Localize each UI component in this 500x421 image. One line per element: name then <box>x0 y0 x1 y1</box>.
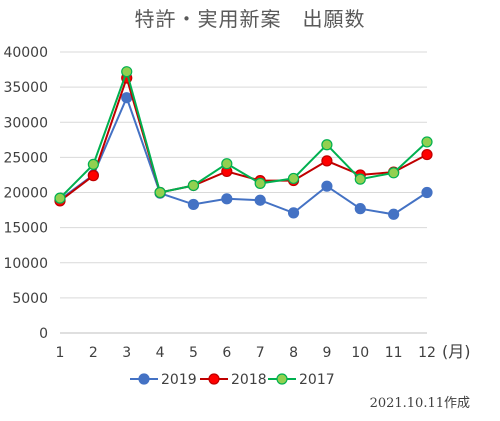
legend: 2019 2018 2017 <box>130 372 335 388</box>
series-line <box>59 74 428 202</box>
data-point <box>421 136 433 148</box>
x-tick-label: 3 <box>122 345 131 361</box>
data-point <box>421 148 433 161</box>
series <box>54 66 433 220</box>
legend-item-2018: 2018 <box>200 372 267 388</box>
series-2017 <box>54 66 433 204</box>
x-tick-label: 7 <box>256 345 265 361</box>
y-tick-label: 25000 <box>3 150 48 166</box>
data-point <box>321 139 333 151</box>
data-point <box>54 192 66 204</box>
series-line <box>59 94 428 216</box>
y-ticks: 0 5000 10000 15000 20000 25000 30000 35000 40000 <box>3 45 48 342</box>
x-tick-label: 2 <box>89 345 98 361</box>
x-axis-unit: (月) <box>442 342 471 361</box>
y-tick-label: 20000 <box>3 186 48 202</box>
creation-date-note: 2021.10.11作成 <box>370 396 470 411</box>
legend-label: 2017 <box>299 372 335 388</box>
legend-marker <box>138 373 150 385</box>
data-point <box>187 198 200 211</box>
data-point <box>87 170 99 182</box>
legend-marker <box>276 373 288 385</box>
data-point <box>121 66 133 78</box>
data-point <box>354 203 366 215</box>
y-tick-label: 5000 <box>12 291 48 307</box>
legend-item-2019: 2019 <box>130 372 197 388</box>
chart-title: 特許・実用新案 出願数 <box>135 7 366 31</box>
x-tick-label: 9 <box>322 345 331 361</box>
y-tick-label: 15000 <box>3 221 48 237</box>
data-point <box>388 208 400 220</box>
x-tick-label: 6 <box>222 345 231 361</box>
x-tick-label: 10 <box>351 345 369 361</box>
x-ticks: 1 2 3 4 5 6 7 8 9 10 11 12 <box>56 345 436 361</box>
data-point <box>287 207 300 219</box>
data-point <box>421 186 433 199</box>
x-tick-label: 4 <box>156 345 165 361</box>
y-tick-label: 40000 <box>3 45 48 61</box>
x-tick-label: 5 <box>189 345 198 361</box>
data-point <box>254 177 266 189</box>
legend-marker <box>208 373 220 385</box>
legend-label: 2019 <box>161 372 197 388</box>
y-tick-label: 0 <box>39 326 48 342</box>
grid <box>60 51 427 334</box>
legend-item-2017: 2017 <box>268 372 335 388</box>
y-tick-label: 10000 <box>3 256 48 272</box>
x-tick-label: 8 <box>289 345 298 361</box>
data-point <box>221 193 233 205</box>
series-2018 <box>54 72 433 207</box>
data-point <box>388 167 400 179</box>
data-point <box>87 158 99 170</box>
data-point <box>121 92 133 104</box>
y-tick-label: 35000 <box>3 80 48 96</box>
data-point <box>354 173 366 185</box>
data-point <box>254 194 266 206</box>
data-point <box>287 172 300 185</box>
x-tick-label: 1 <box>56 345 65 361</box>
x-tick-label: 11 <box>385 345 403 361</box>
data-point <box>187 179 200 192</box>
data-point <box>154 186 166 199</box>
series-line <box>59 68 428 199</box>
data-point <box>321 155 333 167</box>
x-tick-label: 12 <box>418 345 436 361</box>
data-point <box>221 158 233 170</box>
data-point <box>321 180 333 192</box>
y-tick-label: 30000 <box>3 115 48 131</box>
legend-label: 2018 <box>231 372 267 388</box>
